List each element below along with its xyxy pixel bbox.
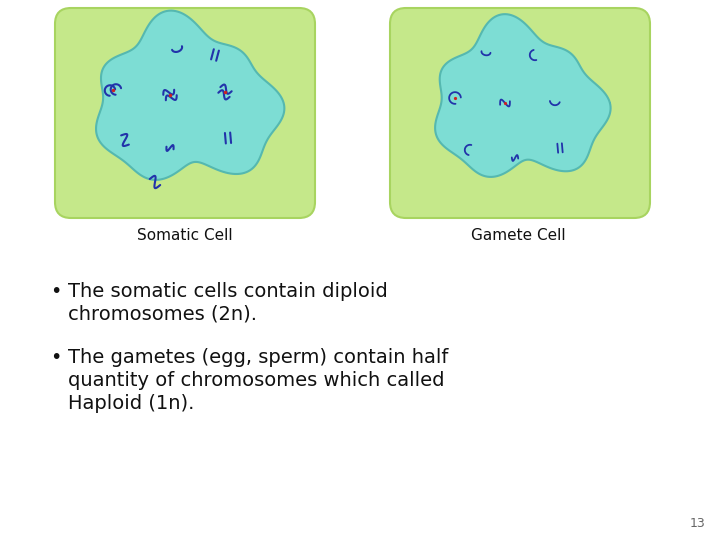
Text: Haploid (1n).: Haploid (1n). (68, 394, 194, 413)
Text: Gamete Cell: Gamete Cell (471, 228, 565, 243)
Polygon shape (96, 11, 284, 180)
Text: The somatic cells contain diploid: The somatic cells contain diploid (68, 282, 388, 301)
FancyBboxPatch shape (390, 8, 650, 218)
Text: The gametes (egg, sperm) contain half: The gametes (egg, sperm) contain half (68, 348, 449, 367)
Text: chromosomes (2n).: chromosomes (2n). (68, 305, 257, 324)
Text: Somatic Cell: Somatic Cell (138, 228, 233, 243)
Text: quantity of chromosomes which called: quantity of chromosomes which called (68, 371, 444, 390)
FancyBboxPatch shape (55, 8, 315, 218)
Text: •: • (50, 282, 61, 301)
Text: •: • (50, 348, 61, 367)
Text: 13: 13 (689, 517, 705, 530)
Polygon shape (435, 14, 611, 177)
